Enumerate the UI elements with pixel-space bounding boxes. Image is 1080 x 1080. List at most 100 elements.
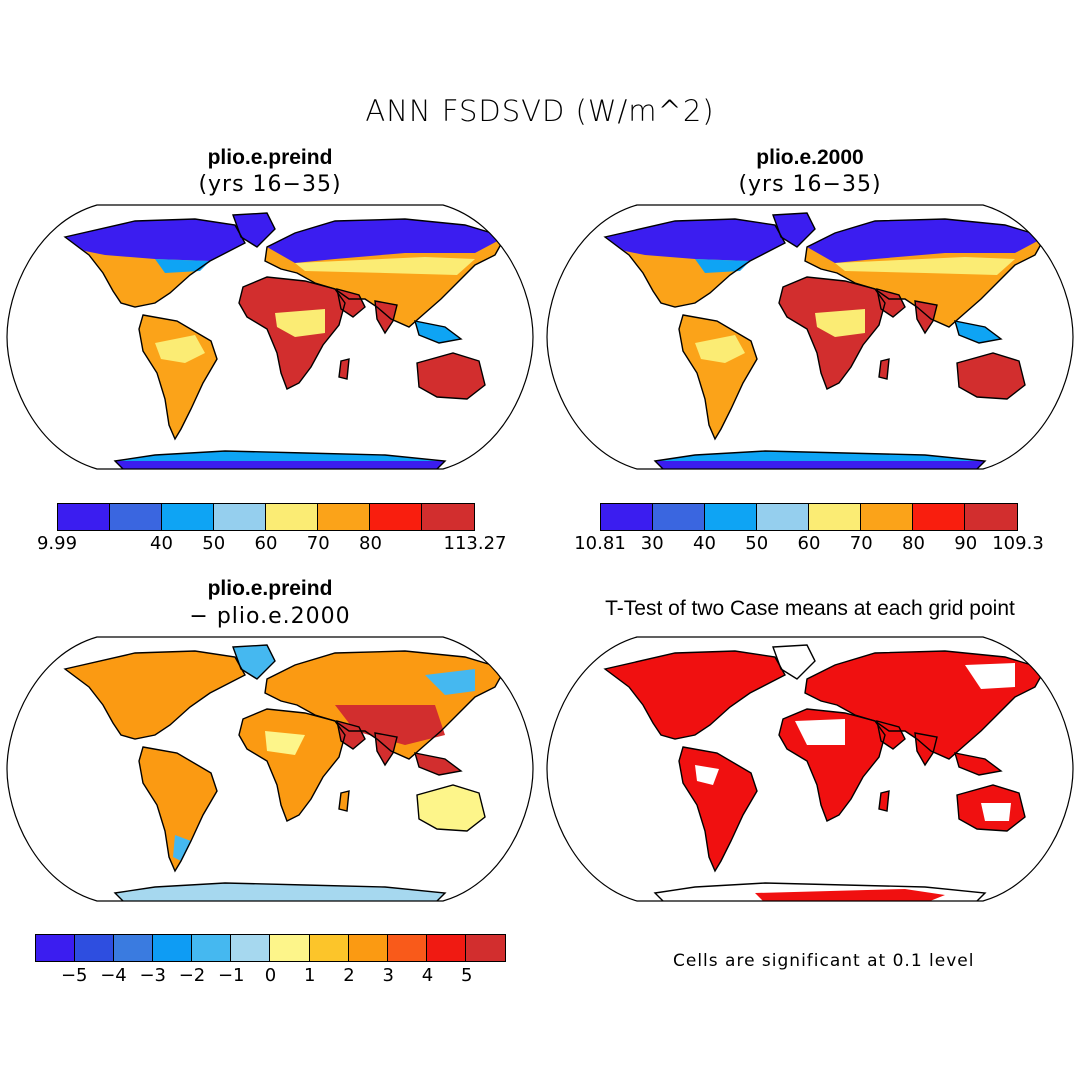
colorbar-swatch xyxy=(318,504,370,530)
map-frame xyxy=(6,636,534,902)
coastline-india xyxy=(914,300,938,335)
colorbar-swatch xyxy=(387,935,427,961)
colorbar-swatch xyxy=(809,504,861,530)
panel-title-ttest: T-Test of two Case means at each grid po… xyxy=(605,597,1015,620)
colorbar-swatch xyxy=(757,504,809,530)
colorbar-tick-label: 109.3 xyxy=(992,533,1044,554)
colorbar-tick-label: −4 xyxy=(100,965,127,986)
coastline-madagascar xyxy=(878,358,890,380)
colorbar-swatch xyxy=(110,504,162,530)
map-field-patch xyxy=(695,765,719,785)
colorbar-swatch xyxy=(153,935,193,961)
colorbar-labels-2000: 10.81 30 40 50 60 70 80 90 109.3 xyxy=(574,533,1044,555)
colorbar-tick-label: 80 xyxy=(902,533,925,554)
coastline-india xyxy=(374,732,398,767)
panel-subtitle-diff: − plio.e.2000 xyxy=(189,604,351,629)
colorbar-swatch xyxy=(861,504,913,530)
colorbar-tick-label: −1 xyxy=(217,965,245,986)
coastline-australia xyxy=(956,352,1026,400)
colorbar-swatch xyxy=(965,504,1017,530)
colorbar-tick-label: 0 xyxy=(264,965,277,986)
coastline-samerica xyxy=(138,746,218,873)
coastline-arabia xyxy=(336,288,366,318)
colorbar-swatch xyxy=(913,504,965,530)
colorbar-swatch xyxy=(58,504,110,530)
coastline-africa xyxy=(238,708,346,822)
coastline-greenland xyxy=(232,644,276,680)
coastline-india xyxy=(374,300,398,335)
colorbar-swatch xyxy=(36,935,76,961)
coastline-namerica xyxy=(63,650,246,740)
colorbar-swatch xyxy=(601,504,653,530)
coastline-arabia xyxy=(876,720,906,750)
coastline-madagascar xyxy=(878,790,890,812)
colorbar-swatch xyxy=(214,504,266,530)
map-field-patch xyxy=(339,359,349,379)
map-frame xyxy=(546,636,1074,902)
coastline-africa xyxy=(238,276,346,390)
map-field-patch xyxy=(335,705,445,745)
panel-title-diff: plio.e.preind xyxy=(207,577,333,600)
map-field-patch xyxy=(139,747,217,871)
colorbar-swatch xyxy=(270,935,310,961)
coastline-madagascar xyxy=(338,358,350,380)
map-field-patch xyxy=(155,259,210,273)
colorbar-swatch xyxy=(348,935,388,961)
colorbar-swatch xyxy=(370,504,422,530)
colorbar-tick-label: −3 xyxy=(139,965,167,986)
coastline-seasia xyxy=(414,752,463,776)
colorbar-tick-label: 1 xyxy=(304,965,316,986)
coastline-samerica xyxy=(678,314,758,441)
coastline-australia xyxy=(416,352,486,400)
panel-title-2000: plio.e.2000 xyxy=(756,146,864,169)
map-field-patch xyxy=(879,791,889,811)
colorbar-tick-label: 70 xyxy=(849,533,873,554)
coastline-seasia xyxy=(954,320,1003,344)
colorbar-tick-label: 5 xyxy=(461,965,473,986)
colorbar-tick-label: 50 xyxy=(745,533,769,554)
colorbar-swatch xyxy=(465,935,505,961)
map-field-patch xyxy=(755,889,945,901)
map-field-patch xyxy=(807,219,1045,263)
colorbar-swatch xyxy=(426,935,466,961)
map-field-patch xyxy=(695,335,745,363)
map-field-patch xyxy=(965,663,1015,689)
coastline-antarctica xyxy=(653,882,987,901)
colorbar-swatch xyxy=(422,504,474,530)
map-field-patch xyxy=(339,791,349,811)
map-field-patch xyxy=(425,669,475,695)
colorbar-tick-label: 9.99 xyxy=(36,533,78,554)
colorbar-swatch xyxy=(266,504,318,530)
world-map-difference xyxy=(6,636,534,902)
colorbar-2000 xyxy=(600,503,1018,531)
colorbar-swatch xyxy=(75,935,115,961)
coastline-namerica xyxy=(63,218,246,308)
colorbar-labels-preind: 9.99 40 50 60 70 80 113.27 xyxy=(37,533,507,555)
colorbar-swatch xyxy=(309,935,349,961)
map-field-patch xyxy=(815,309,865,337)
coastline-greenland xyxy=(232,212,276,248)
coastline-africa xyxy=(778,276,886,390)
map-field-patch xyxy=(795,719,845,745)
map-field-patch xyxy=(65,219,245,261)
panel-subtitle-preind: (yrs 16−35) xyxy=(198,172,342,197)
colorbar-tick-label: 113.27 xyxy=(443,533,507,554)
coastline-madagascar xyxy=(338,790,350,812)
map-field-patch xyxy=(275,309,325,337)
colorbar-tick-label: 50 xyxy=(202,533,226,554)
world-map-ttest-significance xyxy=(546,636,1074,902)
figure-title: ANN FSDSVD (W/m^2) xyxy=(365,94,715,128)
colorbar-tick-label: 70 xyxy=(306,533,330,554)
map-field-patch xyxy=(695,259,750,273)
world-map-preind xyxy=(6,204,534,470)
colorbar-difference xyxy=(35,934,506,962)
colorbar-tick-label: 60 xyxy=(797,533,821,554)
map-field-patch xyxy=(295,257,475,275)
coastline-samerica xyxy=(138,314,218,441)
coastline-india xyxy=(914,732,938,767)
map-frame xyxy=(546,204,1074,470)
colorbar-swatch xyxy=(192,935,232,961)
map-field-patch xyxy=(605,219,785,261)
colorbar-tick-label: 3 xyxy=(382,965,394,986)
colorbar-tick-label: 80 xyxy=(359,533,382,554)
